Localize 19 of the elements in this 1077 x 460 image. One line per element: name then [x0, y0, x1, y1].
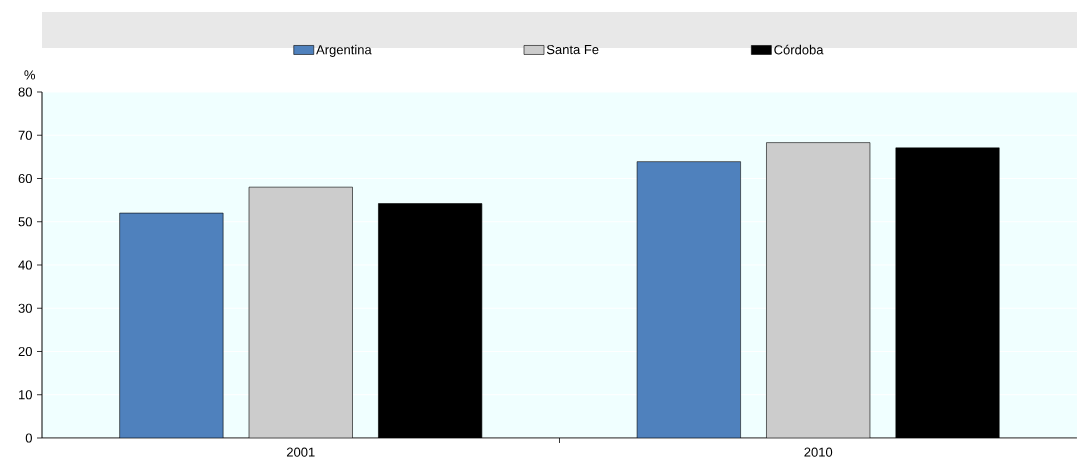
y-tick-label: 10: [19, 390, 32, 400]
y-tick-label: 60: [18, 173, 32, 184]
x-tick-label: 2010: [804, 447, 833, 457]
bar: [636, 161, 741, 438]
x-tick-label: 2001: [286, 447, 315, 457]
legend-label: Santa Fe: [546, 44, 599, 55]
y-tick-label: 70: [18, 130, 32, 140]
y-tick-label: 0: [25, 433, 32, 443]
legend-label: Córdoba: [774, 44, 824, 55]
y-tick-label: 80: [18, 87, 32, 97]
bar: [119, 212, 224, 438]
y-tick-label: 30: [18, 303, 32, 313]
y-tick-label: 50: [18, 217, 32, 227]
bar: [248, 186, 353, 438]
bar: [766, 142, 871, 438]
y-tick-label: 20: [18, 346, 32, 357]
legend-label: Argentina: [316, 44, 372, 57]
y-tick-label: 40: [18, 260, 32, 270]
y-axis-title: %: [24, 70, 36, 80]
